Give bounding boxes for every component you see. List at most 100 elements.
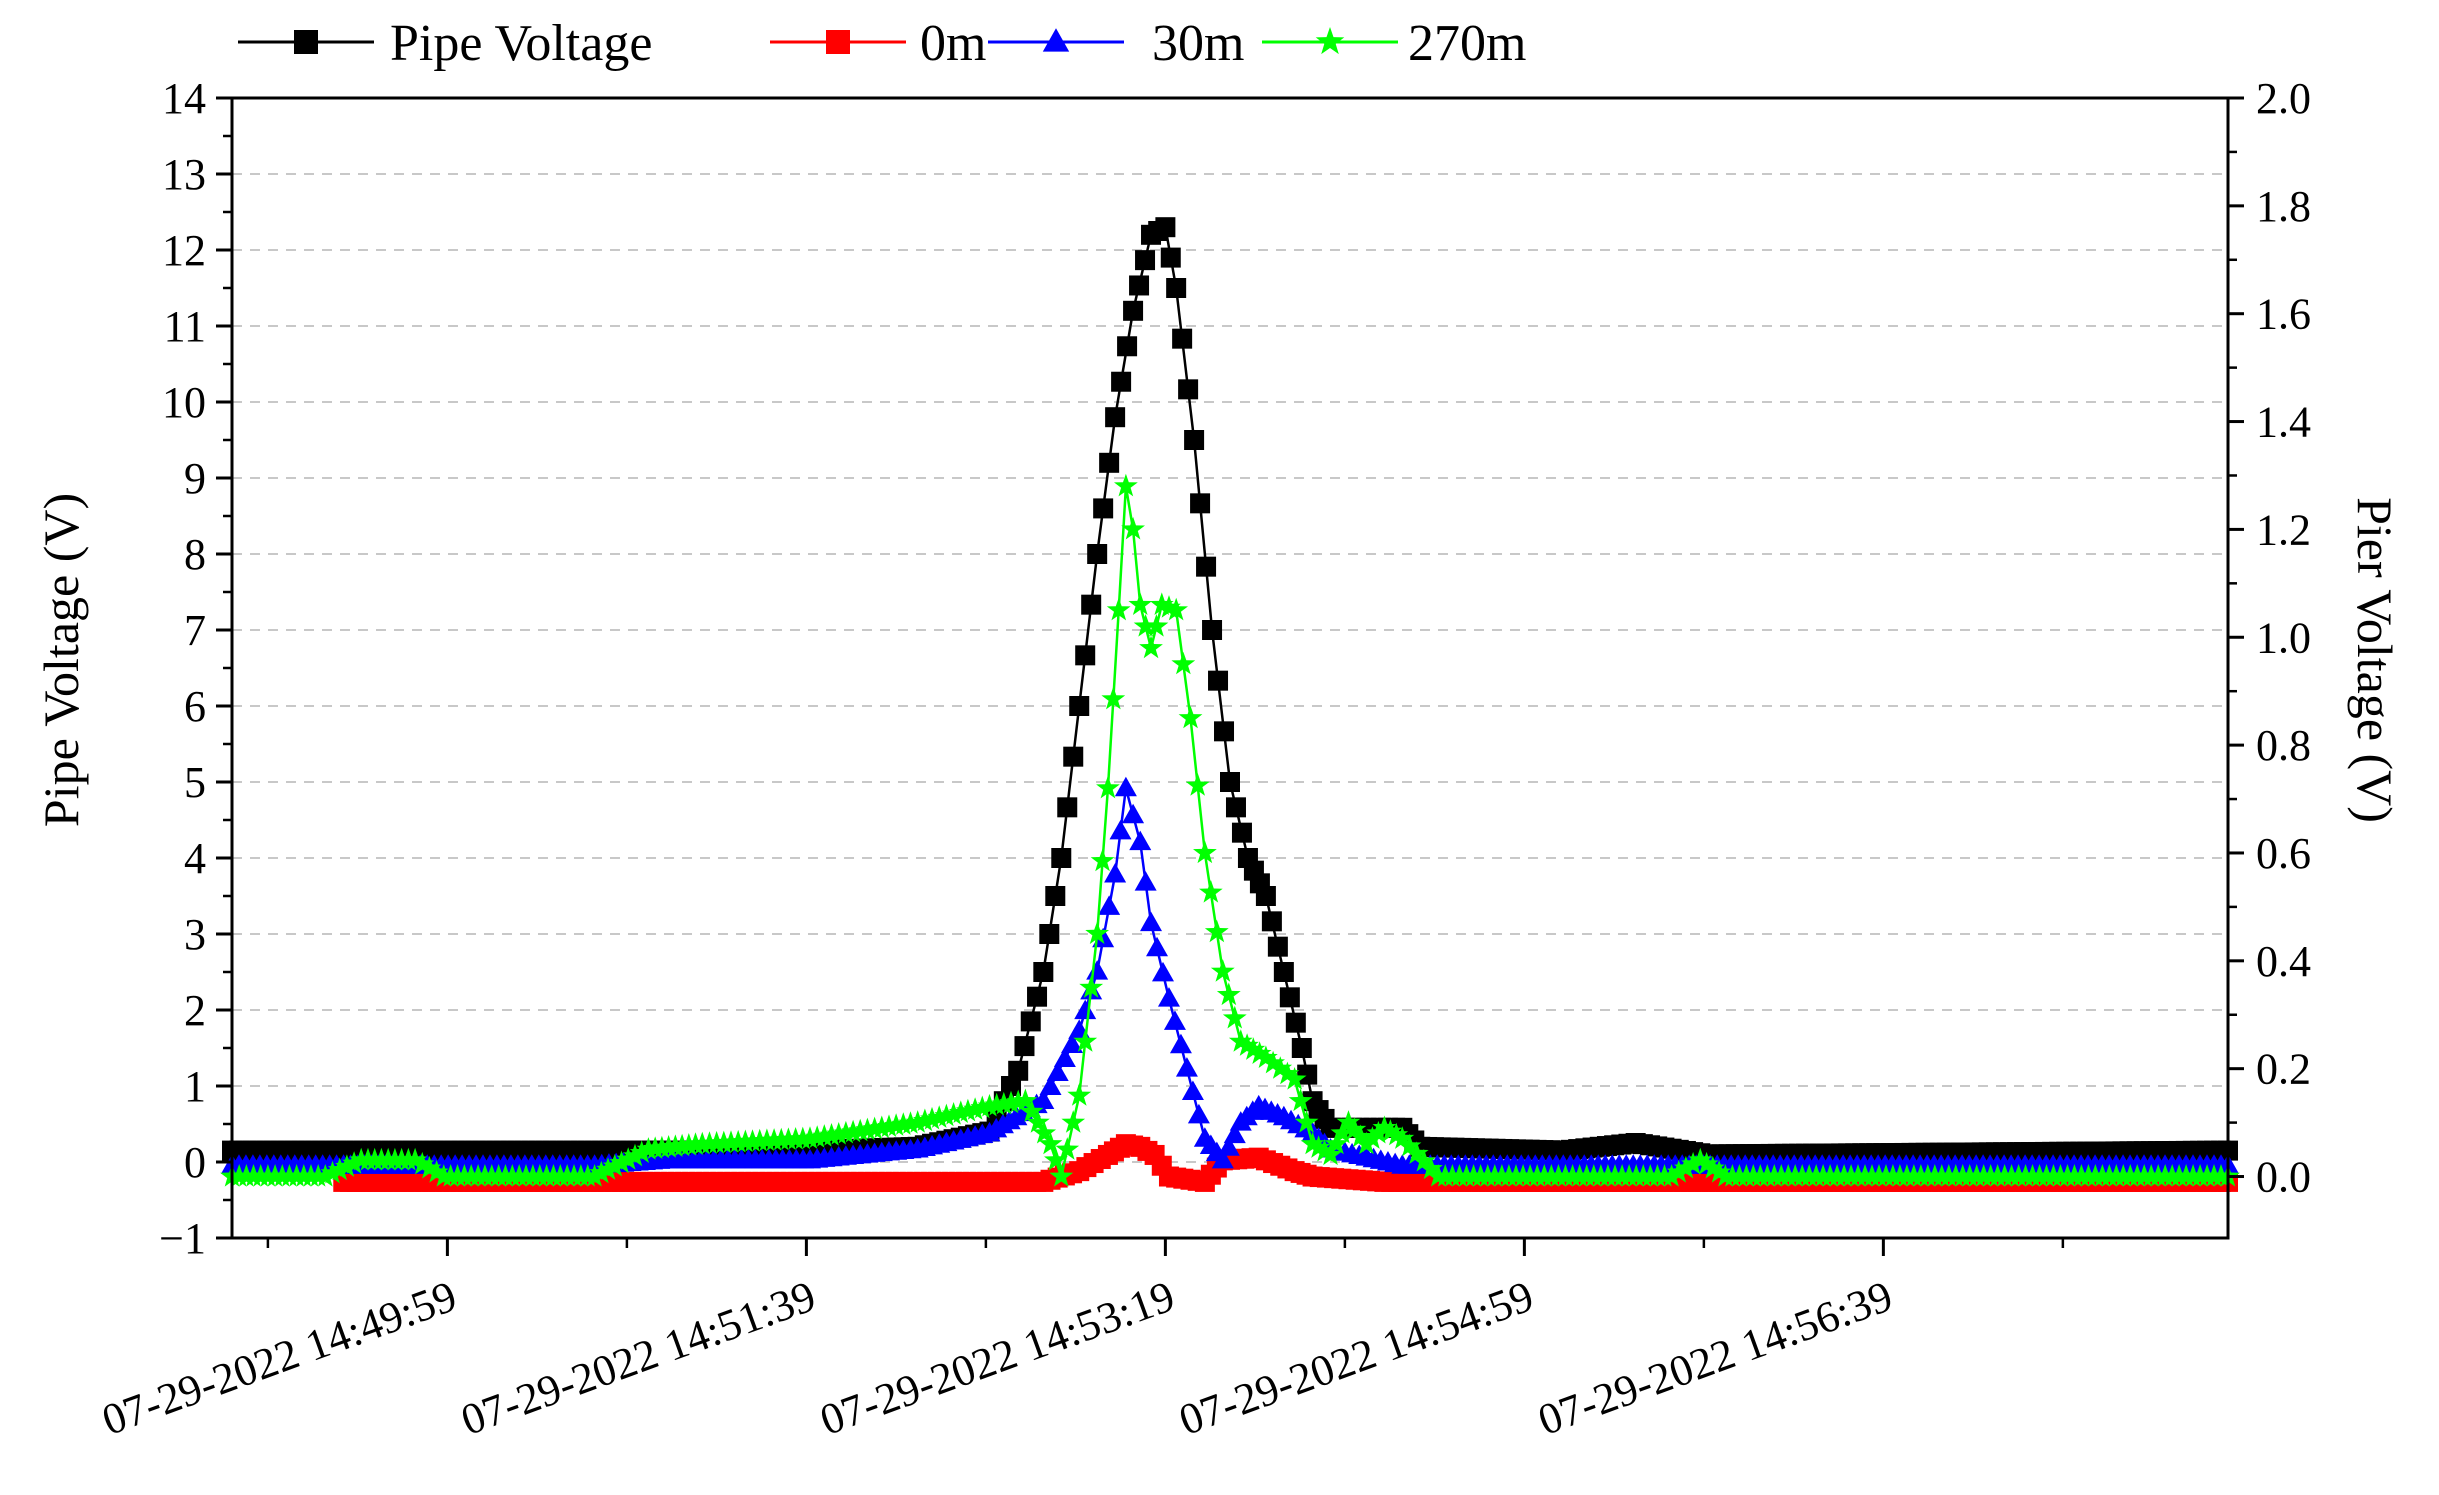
data-point (941, 1102, 966, 1125)
data-point (1330, 1120, 1355, 1144)
series-layer (220, 217, 2240, 1192)
data-point (970, 1095, 995, 1119)
data-point (963, 1097, 987, 1120)
data-point (1117, 336, 1138, 357)
y-right-tick-label: 1.4 (2256, 398, 2311, 447)
data-point (1231, 822, 1252, 843)
data-point (1175, 1057, 1198, 1077)
data-point (1092, 927, 1115, 948)
x-tick-label: 07-29-2022 14:53:19 (814, 1271, 1181, 1445)
data-point (410, 1151, 435, 1175)
y-left-tick-label: 5 (184, 758, 206, 807)
data-point (1220, 772, 1240, 792)
data-point (1210, 959, 1235, 982)
legend-item-270m: 270m (1262, 15, 1526, 72)
data-point (1121, 516, 1145, 540)
data-point (1419, 1156, 1443, 1180)
data-point (1297, 1064, 1318, 1085)
data-point (956, 1098, 980, 1122)
y-left-tick-label: 13 (162, 150, 206, 199)
data-point (1268, 1056, 1293, 1079)
data-point (1020, 1011, 1041, 1032)
data-point (884, 1113, 908, 1136)
data-point (1196, 556, 1217, 577)
legend-item-0m: 0m (770, 15, 986, 72)
axes (216, 96, 2244, 1256)
data-point (1261, 1050, 1285, 1074)
data-point (1109, 819, 1132, 840)
data-point (1106, 597, 1131, 621)
data-point (1122, 803, 1145, 824)
data-point (1075, 645, 1096, 666)
legend-marker (1042, 28, 1070, 52)
legend-label: 270m (1408, 15, 1526, 72)
data-point (1039, 924, 1060, 944)
data-point (602, 1153, 627, 1177)
data-point (1306, 1135, 1331, 1158)
data-point (1053, 1047, 1076, 1067)
data-point (1046, 1061, 1069, 1081)
data-point (335, 1154, 359, 1177)
data-point (1073, 1029, 1098, 1052)
data-point (1348, 1124, 1373, 1148)
data-point (905, 1110, 930, 1133)
data-point (841, 1119, 865, 1143)
data-point (1324, 1131, 1349, 1155)
data-point (1254, 1045, 1278, 1068)
y-left-tick-label: 8 (184, 530, 206, 579)
data-point (1114, 776, 1137, 797)
data-point (596, 1157, 620, 1180)
y-right-tick-label: 0.8 (2256, 721, 2311, 770)
data-point (1169, 1033, 1192, 1054)
data-point (1135, 250, 1156, 271)
series-30m (221, 776, 2239, 1174)
y-left-tick-label: 3 (184, 910, 206, 959)
data-point (855, 1117, 880, 1141)
data-point (948, 1100, 973, 1123)
data-point (1008, 1060, 1029, 1081)
data-point (1061, 1033, 1084, 1053)
y-left-tick-label: −1 (159, 1214, 206, 1263)
data-point (1241, 1037, 1266, 1060)
data-point (313, 1164, 338, 1187)
data-point (1163, 1010, 1186, 1030)
y-right-axis-title: Pier Voltage (V) (2347, 497, 2403, 823)
data-point (1027, 986, 1048, 1007)
data-point (1384, 1122, 1409, 1146)
data-point (1217, 1136, 1240, 1156)
data-point (1074, 999, 1097, 1020)
data-point (1144, 614, 1169, 637)
data-point (1404, 1141, 1429, 1164)
data-point (1211, 1148, 1234, 1169)
data-point (1291, 1038, 1312, 1058)
data-point (1033, 962, 1054, 982)
data-point (1098, 895, 1121, 915)
y-left-axis-title: Pipe Voltage (V) (33, 493, 89, 827)
data-point (1255, 886, 1276, 906)
data-point (1171, 651, 1196, 675)
data-point (1659, 1164, 1684, 1187)
y-right-tick-label: 0.4 (2256, 937, 2311, 986)
legend-item-30m: 30m (988, 15, 1244, 72)
data-point (999, 1090, 1023, 1114)
data-point (629, 1140, 654, 1163)
data-point (1146, 936, 1169, 957)
data-point (1087, 544, 1108, 564)
data-point (1014, 1036, 1035, 1057)
data-point (1079, 975, 1104, 998)
data-point (1273, 962, 1294, 982)
y-right-tick-label: 1.0 (2256, 613, 2311, 662)
data-point (1114, 473, 1138, 497)
data-point (1155, 217, 1176, 238)
data-point (1193, 840, 1217, 864)
data-point (424, 1160, 449, 1183)
y-left-tick-label: 10 (162, 378, 206, 427)
data-point (1681, 1151, 1705, 1175)
data-point (609, 1150, 634, 1174)
data-point (1378, 1119, 1403, 1142)
data-point (1178, 705, 1203, 729)
data-point (1199, 880, 1223, 903)
data-point (1300, 1131, 1325, 1155)
data-point (1160, 247, 1181, 268)
data-point (869, 1115, 894, 1139)
